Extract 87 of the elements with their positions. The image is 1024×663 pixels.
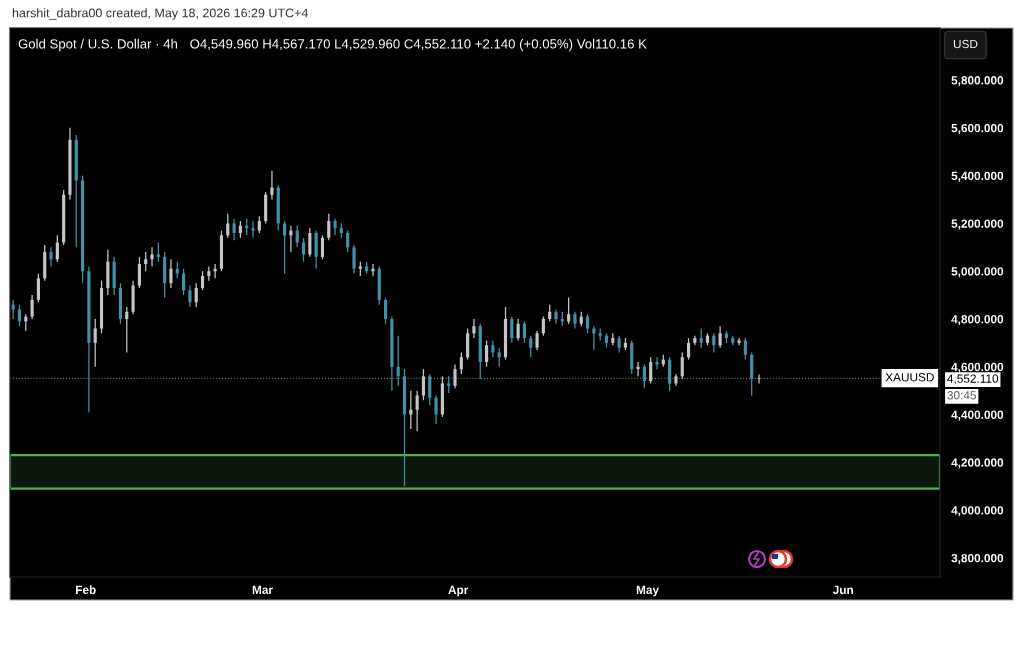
candlestick <box>421 368 426 401</box>
candlestick <box>718 325 722 349</box>
candlestick <box>295 225 299 248</box>
ref-line-label: XAUUSD <box>885 373 934 382</box>
candlestick <box>510 315 514 344</box>
x-tick-label: Jun <box>832 585 853 594</box>
candlestick <box>188 284 192 308</box>
candlestick <box>346 229 350 253</box>
text: 4,552.110 <box>947 374 999 385</box>
candlestick <box>125 306 129 354</box>
candlestick <box>17 304 22 327</box>
candlestick <box>459 351 463 375</box>
y-tick-label: 4,400.000 <box>951 410 1004 421</box>
y-tick-label: 5,000.000 <box>951 267 1004 278</box>
candlestick <box>232 218 236 241</box>
text: 30:45 <box>947 391 976 400</box>
candlestick <box>320 234 325 260</box>
candlestick <box>409 390 413 430</box>
candlestick <box>200 270 205 291</box>
y-tick-label: 3,800.000 <box>951 553 1004 564</box>
candlestick <box>226 213 230 239</box>
candlestick <box>668 356 672 392</box>
candlestick <box>144 251 148 272</box>
candlestick <box>434 394 438 425</box>
candlestick <box>453 363 457 389</box>
x-tick-label: Mar <box>252 585 273 594</box>
text: harshit_dabra00 created, May 18, 2026 16:29 UTC+4 <box>12 8 308 20</box>
candlestick <box>757 373 761 385</box>
candlestick <box>396 335 400 387</box>
x-tick-label: Feb <box>76 585 96 594</box>
candlestick <box>283 220 287 275</box>
candlestick <box>541 315 545 337</box>
candlestick <box>327 213 331 241</box>
candlestick <box>352 244 356 275</box>
candlestick <box>384 296 388 325</box>
candlestick <box>522 320 527 344</box>
y-tick-label: 5,200.000 <box>951 219 1004 230</box>
y-tick-label: 5,400.000 <box>951 171 1004 182</box>
candlestick <box>636 361 640 377</box>
text: O4,549.960 H4,567.170 L4,529.960 C4,552.110 +2.140 (+0.05%) Vol110.16 K <box>190 38 647 52</box>
candlestick <box>415 390 419 432</box>
candlestick <box>55 234 59 263</box>
y-tick-label: 4,000.000 <box>951 506 1004 517</box>
candlestick <box>36 272 40 303</box>
y-tick-label: 4,200.000 <box>951 458 1004 469</box>
candlestick <box>182 268 186 296</box>
candlestick <box>585 313 590 334</box>
text: Gold Spot / U.S. Dollar · 4h <box>18 38 178 52</box>
candlestick <box>308 227 312 258</box>
candlestick <box>699 327 703 349</box>
candlestick <box>156 241 160 263</box>
candlestick <box>169 258 173 289</box>
candlestick <box>686 337 691 361</box>
candlestick <box>535 330 539 351</box>
candlestick <box>251 220 255 239</box>
candlestick <box>484 339 489 368</box>
candlestick <box>194 282 198 308</box>
x-tick-label: May <box>636 585 659 597</box>
y-tick-label: 5,800.000 <box>951 76 1004 87</box>
candlestick <box>93 318 97 368</box>
candlestick <box>472 318 476 339</box>
x-tick-label: Apr <box>448 585 469 597</box>
candlestick <box>30 294 34 320</box>
candlestick <box>655 356 659 370</box>
candlestick <box>270 170 274 201</box>
candlestick <box>567 296 571 325</box>
candlestick <box>750 351 754 397</box>
candlestick <box>428 373 432 406</box>
candlestick <box>491 339 495 358</box>
candlestick <box>529 335 533 358</box>
candlestick <box>680 351 684 380</box>
y-tick-label: 4,800.000 <box>951 315 1004 326</box>
candlestick <box>649 356 653 385</box>
candlestick <box>497 347 501 368</box>
y-tick-label: 5,600.000 <box>951 123 1004 134</box>
candlestick <box>642 363 646 389</box>
y-tick-label: 4,600.000 <box>951 362 1004 373</box>
candlestick <box>137 256 141 289</box>
candlestick <box>49 246 53 268</box>
candlestick <box>516 318 520 342</box>
candlestick <box>743 337 747 361</box>
text: USD <box>953 39 978 49</box>
candlestick <box>314 229 318 270</box>
candlestick <box>466 327 470 361</box>
candlestick <box>150 246 154 268</box>
candlestick <box>712 332 716 354</box>
candlestick <box>371 263 375 277</box>
